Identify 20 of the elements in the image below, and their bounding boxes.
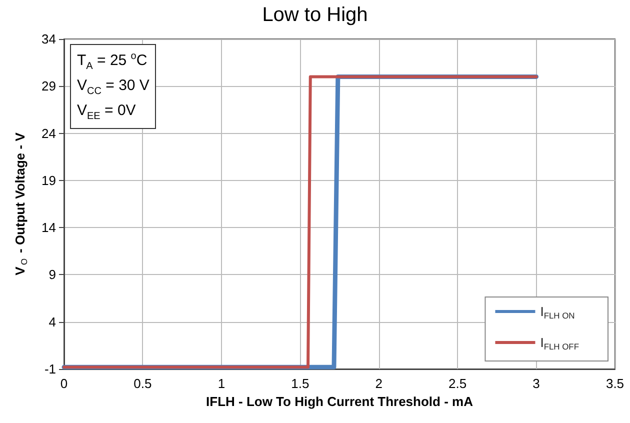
y-tick-label: 9	[48, 267, 56, 282]
y-tick-label: 24	[42, 126, 56, 141]
y-axis-title: VO - Output Voltage - V	[12, 132, 30, 276]
y-tick-label: 4	[48, 314, 56, 330]
conditions-note: T$_{A}$ = 25 $^{o}$C V$_{CC}$ = 30 V V$_{EE}$ = 0V	[70, 44, 156, 129]
y-tick-label: 19	[42, 172, 56, 188]
x-tick-label: 3	[532, 376, 540, 391]
x-tick-label: 2.5	[448, 376, 467, 391]
y-tick-label: 34	[42, 32, 56, 46]
y-tick-label: -1	[44, 362, 56, 376]
x-axis-title: IFLH - Low To High Current Threshold - mA	[206, 394, 474, 409]
x-tick-label: 0	[60, 376, 68, 391]
x-tick-label: 3.5	[606, 376, 624, 391]
x-tick-label: 0.5	[134, 376, 152, 391]
y-tick-label: 14	[42, 220, 56, 236]
x-tick-label: 1	[218, 376, 226, 391]
x-tick-label: 2	[375, 376, 382, 391]
y-tick-label: 29	[42, 78, 56, 94]
x-tick-label: 1.5	[291, 376, 310, 391]
chart-title: Low to High	[262, 4, 368, 26]
